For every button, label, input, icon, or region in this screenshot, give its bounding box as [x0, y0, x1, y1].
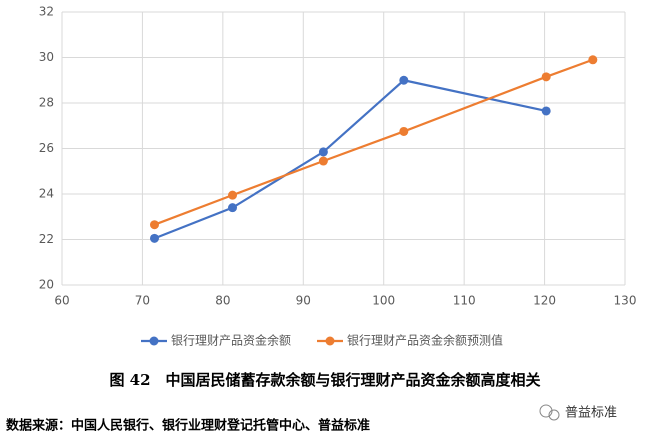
x-tick-label: 80 — [215, 294, 230, 308]
x-tick-label: 110 — [453, 294, 476, 308]
legend-label: 银行理财产品资金余额预测值 — [347, 333, 503, 348]
chart-title: 图 42 中国居民储蓄存款余额与银行理财产品资金余额高度相关 — [109, 371, 540, 389]
data-point — [149, 233, 159, 243]
source-note: 数据来源：中国人民银行、银行业理财登记托管中心、普益标准 — [6, 418, 370, 434]
data-point — [149, 220, 159, 230]
series-line — [154, 58, 594, 226]
y-tick-label: 26 — [39, 141, 54, 155]
x-tick-label: 90 — [296, 294, 311, 308]
watermark: 普益标准 — [565, 406, 617, 421]
x-tick-label: 130 — [614, 294, 637, 308]
x-tick-label: 60 — [54, 294, 69, 308]
x-tick-label: 100 — [372, 294, 395, 308]
legend-marker — [325, 336, 335, 346]
y-tick-label: 22 — [39, 232, 54, 246]
y-tick-label: 24 — [39, 187, 54, 201]
data-point — [541, 72, 551, 82]
legend-label: 银行理财产品资金余额 — [171, 333, 291, 348]
y-tick-label: 32 — [39, 5, 54, 19]
data-point — [318, 156, 328, 166]
data-point — [318, 147, 328, 157]
y-tick-label: 28 — [39, 96, 54, 110]
data-point — [228, 190, 238, 200]
data-point — [541, 106, 551, 116]
data-point — [228, 203, 238, 213]
watermark-icon — [539, 404, 560, 421]
y-tick-label: 30 — [39, 50, 54, 64]
data-point — [588, 55, 598, 65]
data-point — [399, 75, 409, 85]
y-tick-label: 20 — [39, 278, 54, 292]
x-tick-label: 120 — [533, 294, 556, 308]
data-point — [399, 126, 409, 136]
legend-marker — [149, 336, 159, 346]
x-tick-label: 70 — [135, 294, 150, 308]
